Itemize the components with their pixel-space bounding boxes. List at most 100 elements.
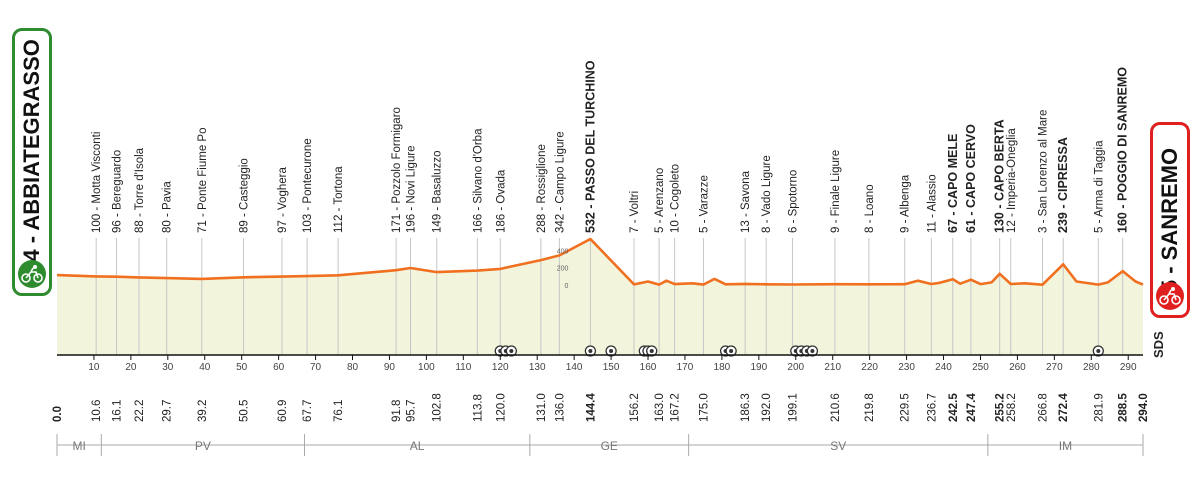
waypoint-label: 12 - Imperia-Oneglia [1006, 128, 1018, 233]
km-label: 258.2 [1006, 393, 1018, 422]
km-label: 50.5 [239, 400, 251, 422]
waypoint-label: 160 - POGGIO DI SANREMO [1116, 67, 1130, 233]
sprint-marker-dot [649, 349, 654, 353]
waypoint-label: 100 - Motta Visconti [91, 132, 103, 233]
sprint-marker-dot [509, 349, 514, 353]
x-axis-tick-label: 170 [677, 362, 694, 373]
km-label: 113.8 [472, 394, 484, 422]
km-label: 136.0 [554, 393, 566, 422]
start-label: 114 - ABBIATEGRASSO [19, 39, 44, 285]
km-label: 255.2 [995, 393, 1007, 422]
km-label: 229.5 [900, 393, 912, 422]
waypoint-label: 196 - Novi Ligure [406, 145, 418, 233]
brand-logo-text: SDS [1151, 331, 1166, 358]
finish-label: 5 - SANREMO [1157, 147, 1182, 293]
km-label: 266.8 [1038, 393, 1050, 422]
waypoint-label: 67 - CAPO MELE [946, 134, 960, 233]
km-label: 39.2 [197, 400, 209, 422]
x-axis-tick-label: 130 [529, 362, 546, 373]
x-axis-tick-label: 190 [750, 362, 767, 373]
km-label: 16.1 [112, 400, 124, 422]
waypoint-label: 6 - Spotorno [788, 170, 800, 233]
waypoint-label: 5 - Varazze [698, 175, 710, 233]
sprint-marker-dot [588, 349, 593, 353]
waypoint-label: 103 - Pontecurone [302, 138, 314, 233]
waypoint-label: 7 - Voltri [629, 191, 641, 233]
x-axis-tick-label: 60 [273, 362, 285, 373]
waypoint-label: 342 - Campo Ligure [554, 131, 566, 233]
waypoint-label: 96 - Bereguardo [112, 150, 124, 233]
x-axis-tick-label: 80 [347, 362, 359, 373]
waypoint-label: 288 - Rossiglione [536, 144, 548, 233]
waypoint-label: 239 - CIPRESSA [1056, 137, 1070, 233]
elevation-tick-label: 400 [557, 248, 569, 255]
x-axis-tick-label: 210 [824, 362, 841, 373]
km-label: 29.7 [162, 400, 174, 422]
sprint-marker-dot [1096, 349, 1101, 353]
waypoint-label: 9 - Finale Ligure [830, 150, 842, 233]
waypoint-label: 61 - CAPO CERVO [964, 124, 978, 233]
elevation-tick-label: 200 [557, 266, 569, 273]
x-axis-tick-label: 280 [1083, 362, 1100, 373]
km-label: 91.8 [391, 400, 403, 422]
km-label: 236.7 [926, 393, 938, 422]
x-axis-tick-label: 230 [898, 362, 915, 373]
km-label: 199.1 [788, 393, 800, 422]
cyclist-start-icon [15, 257, 49, 291]
km-label: 0.0 [52, 406, 64, 422]
x-axis-tick-label: 160 [640, 362, 657, 373]
waypoint-label: 186 - Ovada [495, 169, 507, 233]
sprint-marker-dot [810, 349, 815, 353]
x-axis-tick-label: 90 [384, 362, 396, 373]
x-axis-tick-label: 50 [236, 362, 248, 373]
km-label: 60.9 [277, 400, 289, 422]
km-label: 242.5 [948, 393, 960, 422]
profile-area [57, 239, 1143, 355]
waypoint-label: 171 - Pozzolo Formigaro [391, 107, 403, 233]
waypoint-label: 166 - Silvano d'Orba [472, 128, 484, 233]
province-label: IM [1059, 439, 1072, 453]
x-axis-tick-label: 20 [125, 362, 137, 373]
km-label: 76.1 [333, 400, 345, 422]
km-label: 175.0 [698, 393, 710, 422]
x-axis-tick-label: 10 [88, 362, 100, 373]
x-axis-tick-label: 240 [935, 362, 952, 373]
km-label: 10.6 [91, 400, 103, 422]
cyclist-finish-icon [1153, 279, 1187, 313]
x-axis-tick-label: 120 [492, 362, 509, 373]
x-axis-tick-label: 70 [310, 362, 322, 373]
waypoint-label: 8 - Vado Ligure [761, 155, 773, 233]
province-label: MI [72, 439, 85, 453]
km-label: 210.6 [830, 393, 842, 422]
waypoint-label: 11 - Alassio [926, 174, 938, 233]
waypoint-label: 8 - Loano [864, 184, 876, 233]
x-axis-tick-label: 150 [603, 362, 620, 373]
waypoint-label: 5 - Arma di Taggia [1093, 140, 1105, 233]
x-axis-tick-label: 40 [199, 362, 211, 373]
x-axis-tick-label: 250 [972, 362, 989, 373]
km-label: 131.0 [536, 393, 548, 422]
km-label: 281.9 [1093, 393, 1105, 422]
elevation-line [56, 237, 1144, 286]
waypoint-label: 88 - Torre d'Isola [134, 147, 146, 233]
km-label: 272.4 [1058, 393, 1070, 422]
km-label: 163.0 [654, 393, 666, 422]
start-badge: 114 - ABBIATEGRASSO [12, 28, 52, 296]
km-label: 144.4 [585, 393, 597, 422]
province-label: SV [830, 439, 846, 453]
x-axis-tick-label: 30 [162, 362, 174, 373]
km-label: 192.0 [761, 393, 773, 422]
km-label: 247.4 [966, 393, 978, 422]
sprint-marker-dot [729, 349, 734, 353]
km-label: 294.0 [1138, 393, 1150, 422]
sprint-marker-dot [609, 349, 614, 353]
km-label: 288.5 [1118, 393, 1130, 422]
km-label: 186.3 [740, 393, 752, 422]
km-label: 67.7 [302, 400, 314, 422]
x-axis-tick-label: 260 [1009, 362, 1026, 373]
x-axis-tick-label: 100 [418, 362, 435, 373]
x-axis-tick-label: 290 [1120, 362, 1137, 373]
waypoint-label: 80 - Pavia [162, 181, 174, 233]
province-label: GE [601, 439, 618, 453]
